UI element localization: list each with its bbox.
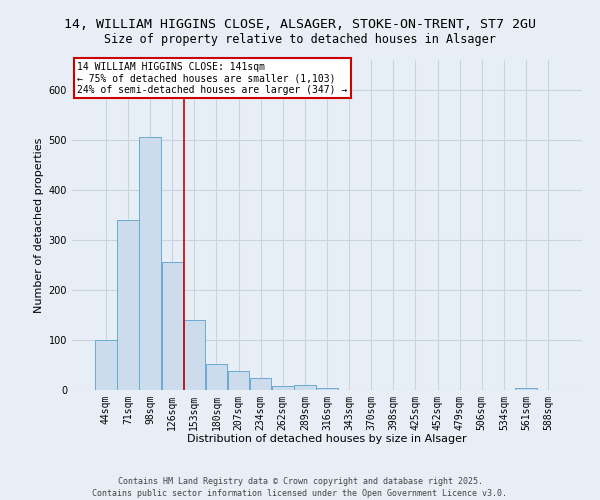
Bar [515, 388, 537, 390]
Text: 14 WILLIAM HIGGINS CLOSE: 141sqm
← 75% of detached houses are smaller (1,103)
24: 14 WILLIAM HIGGINS CLOSE: 141sqm ← 75% o… [77, 62, 347, 95]
Text: Size of property relative to detached houses in Alsager: Size of property relative to detached ho… [104, 32, 496, 46]
Bar [139, 136, 161, 390]
Bar [316, 388, 338, 390]
Text: 14, WILLIAM HIGGINS CLOSE, ALSAGER, STOKE-ON-TRENT, ST7 2GU: 14, WILLIAM HIGGINS CLOSE, ALSAGER, STOK… [64, 18, 536, 30]
Y-axis label: Number of detached properties: Number of detached properties [34, 138, 44, 312]
Bar [184, 320, 205, 390]
X-axis label: Distribution of detached houses by size in Alsager: Distribution of detached houses by size … [187, 434, 467, 444]
Bar [95, 340, 116, 390]
Bar [161, 262, 183, 390]
Bar [228, 371, 249, 390]
Text: Contains HM Land Registry data © Crown copyright and database right 2025.
Contai: Contains HM Land Registry data © Crown c… [92, 476, 508, 498]
Bar [294, 385, 316, 390]
Bar [206, 364, 227, 390]
Bar [250, 378, 271, 390]
Bar [272, 386, 293, 390]
Bar [117, 220, 139, 390]
